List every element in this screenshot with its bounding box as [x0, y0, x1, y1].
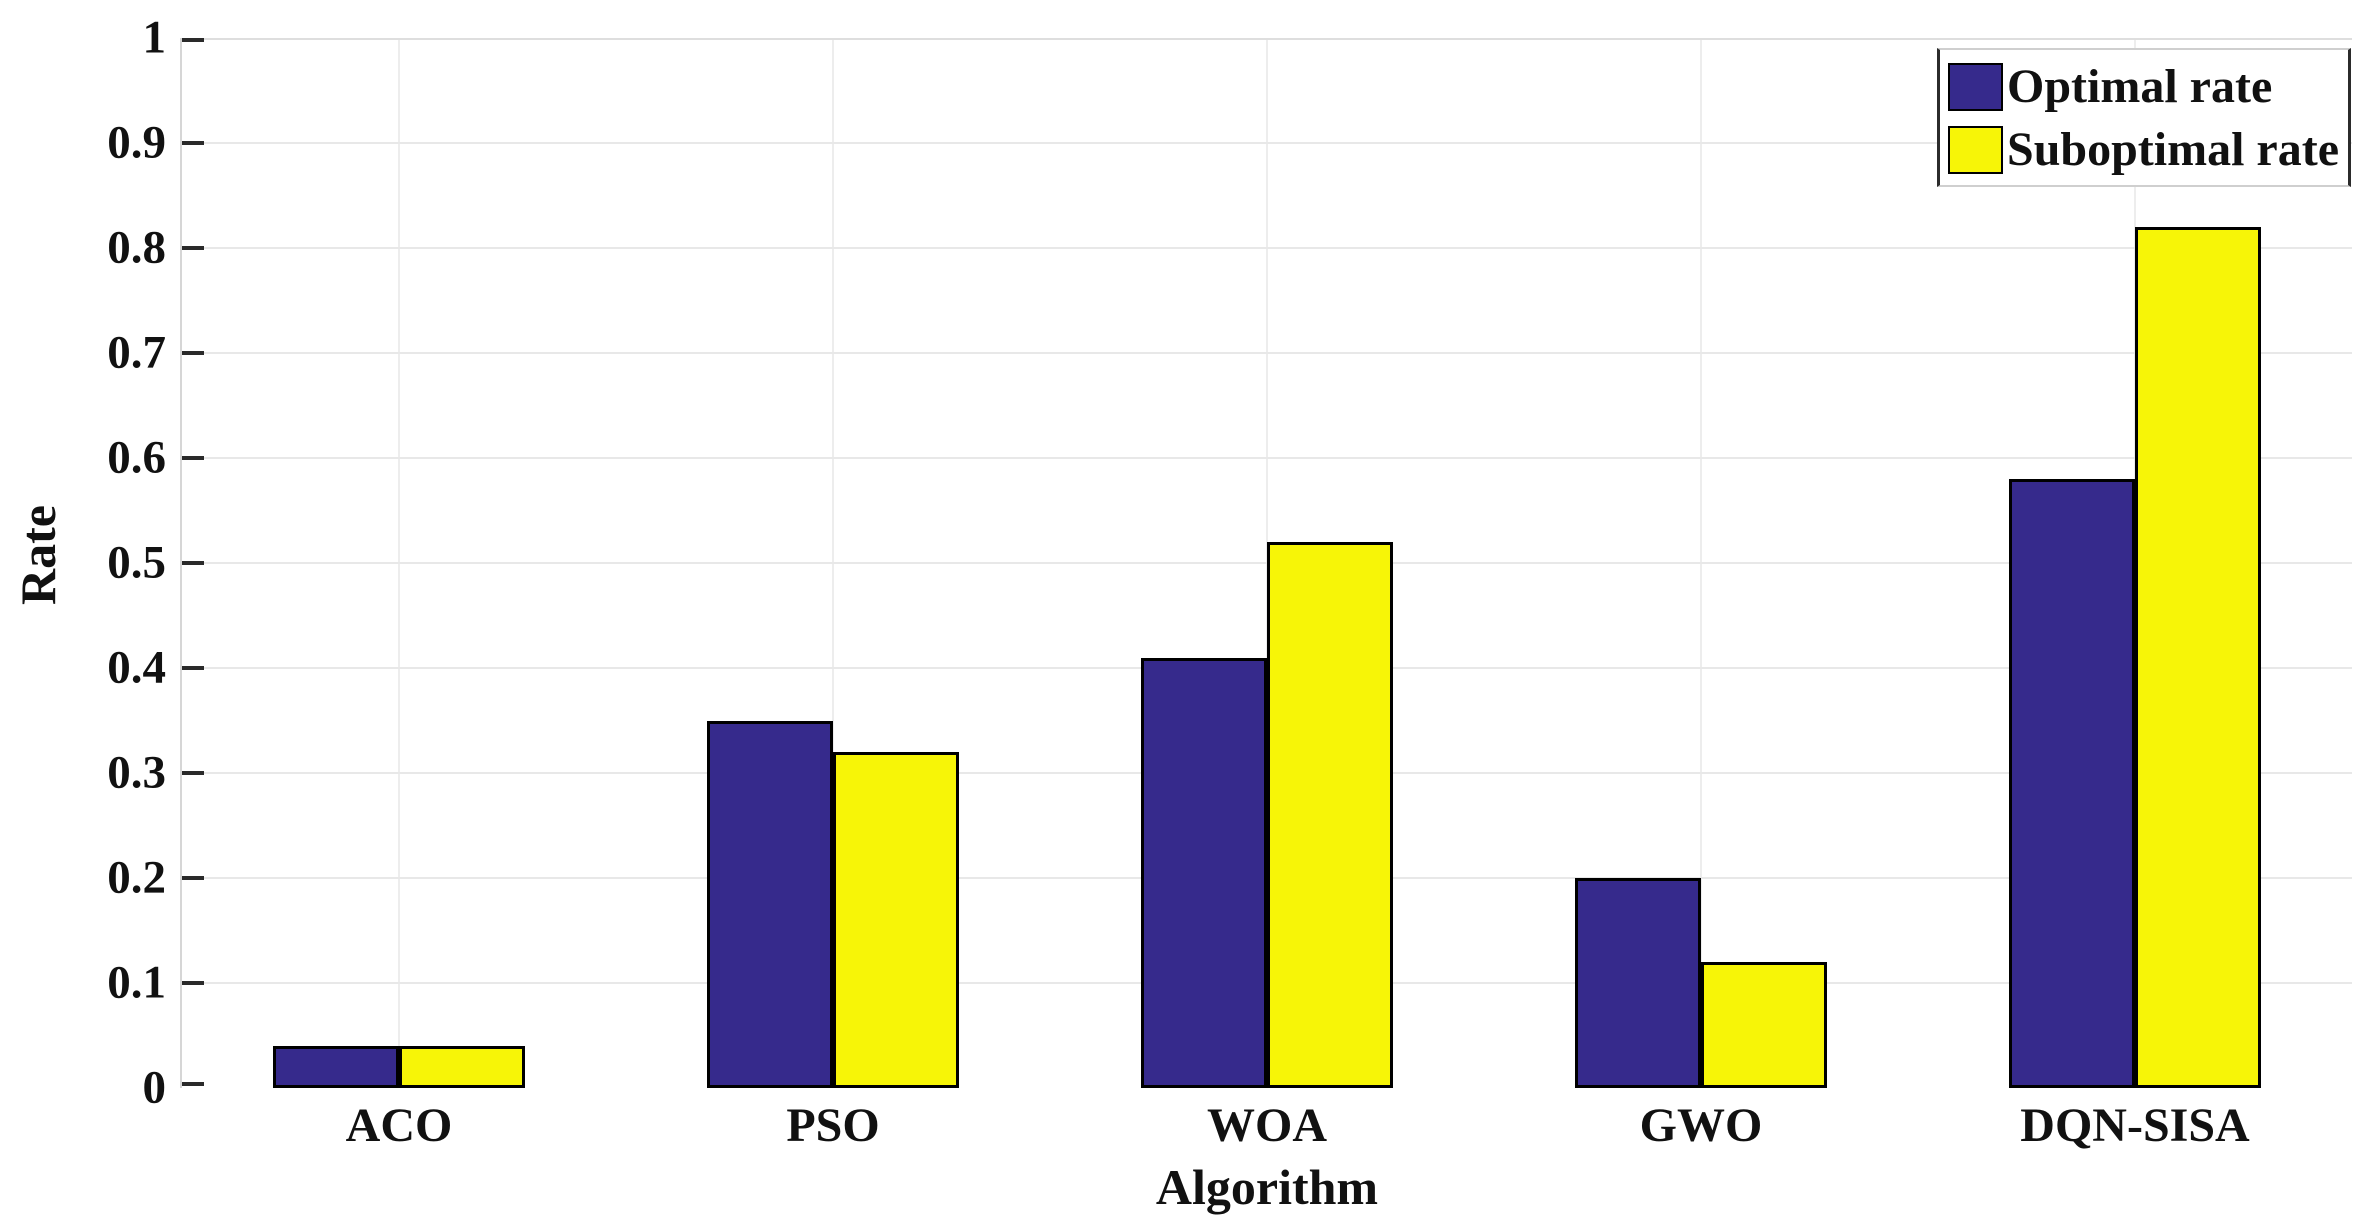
y-tick-mark: [182, 771, 204, 775]
y-tick-label: 0.1: [107, 956, 166, 1009]
y-tick-label: 0.4: [107, 641, 166, 694]
gridline-horizontal: [182, 142, 2352, 144]
legend-item: Suboptimal rate: [1948, 126, 2348, 174]
legend: Optimal rate Suboptimal rate: [1937, 48, 2351, 187]
legend-label: Optimal rate: [2007, 60, 2273, 113]
category-label: ACO: [345, 1099, 453, 1152]
bar-optimal-rate-gwo: [1575, 878, 1701, 1088]
plot-area: 0 0.1 0.2 0.3 0.4 0.5 0.6 0.7 0.8 0.9 1 ACO PSO WOA GW…: [107, 14, 2352, 1150]
category-label: DQN-SISA: [2020, 1099, 2250, 1152]
gridline-horizontal: [182, 352, 2352, 354]
bar-optimal-rate-dqn-sisa: [2009, 479, 2135, 1088]
bar-optimal-rate-aco: [273, 1046, 399, 1088]
y-tick-mark: [182, 351, 204, 355]
y-tick-label: 0: [142, 1061, 167, 1114]
y-tick-label: 0.5: [107, 536, 166, 589]
y-axis-line: [180, 38, 182, 1088]
y-tick-mark: [182, 38, 204, 42]
y-tick-label: 0.6: [107, 431, 166, 484]
y-tick-mark: [182, 246, 204, 250]
gridline-horizontal: [182, 247, 2352, 249]
y-tick-label: 0.7: [107, 326, 166, 379]
y-tick-mark: [182, 1082, 204, 1086]
bar-optimal-rate-pso: [707, 720, 833, 1088]
bar-optimal-rate-woa: [1141, 657, 1267, 1088]
legend-label: Suboptimal rate: [2007, 123, 2340, 176]
legend-swatch: [1948, 63, 2003, 111]
y-tick-mark: [182, 561, 204, 565]
legend-item: Optimal rate: [1948, 63, 2348, 111]
category-label: PSO: [786, 1099, 880, 1152]
y-tick-label: 0.9: [107, 116, 166, 169]
y-tick-mark: [182, 141, 204, 145]
bar-suboptimal-rate-aco: [399, 1046, 525, 1088]
bar-suboptimal-rate-woa: [1267, 542, 1393, 1088]
y-tick-label: 0.2: [107, 851, 166, 904]
y-tick-label: 0.8: [107, 221, 166, 274]
bar-suboptimal-rate-dqn-sisa: [2135, 227, 2261, 1088]
y-tick-mark: [182, 876, 204, 880]
y-tick-label: 0.3: [107, 746, 166, 799]
legend-swatch: [1948, 126, 2003, 174]
category-label: GWO: [1639, 1099, 1763, 1152]
y-tick-mark: [182, 666, 204, 670]
gridline-horizontal: [182, 457, 2352, 459]
bar-suboptimal-rate-gwo: [1701, 962, 1827, 1088]
y-tick-label: 1: [142, 11, 167, 64]
gridline-horizontal: [182, 38, 2352, 40]
category-label: WOA: [1207, 1099, 1327, 1152]
x-axis-title: Algorithm: [1155, 1159, 1379, 1215]
bar-suboptimal-rate-pso: [833, 752, 959, 1088]
y-tick-mark: [182, 981, 204, 985]
y-tick-mark: [182, 456, 204, 460]
